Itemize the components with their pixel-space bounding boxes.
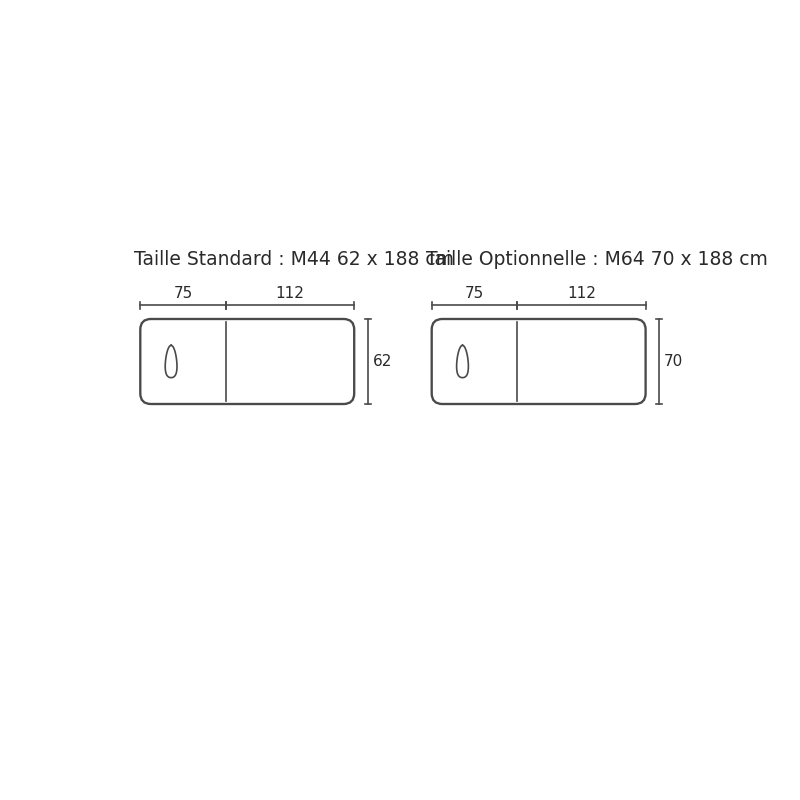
FancyBboxPatch shape xyxy=(140,319,354,404)
FancyBboxPatch shape xyxy=(432,319,646,404)
Text: 112: 112 xyxy=(275,286,305,301)
Text: Taille Optionnelle : M64 70 x 188 cm: Taille Optionnelle : M64 70 x 188 cm xyxy=(426,250,767,269)
Text: 75: 75 xyxy=(465,286,484,301)
Text: 112: 112 xyxy=(567,286,596,301)
Text: 75: 75 xyxy=(174,286,193,301)
Text: 70: 70 xyxy=(664,354,683,369)
Text: 62: 62 xyxy=(373,354,392,369)
Text: Taille Standard : M44 62 x 188 cm: Taille Standard : M44 62 x 188 cm xyxy=(134,250,454,269)
